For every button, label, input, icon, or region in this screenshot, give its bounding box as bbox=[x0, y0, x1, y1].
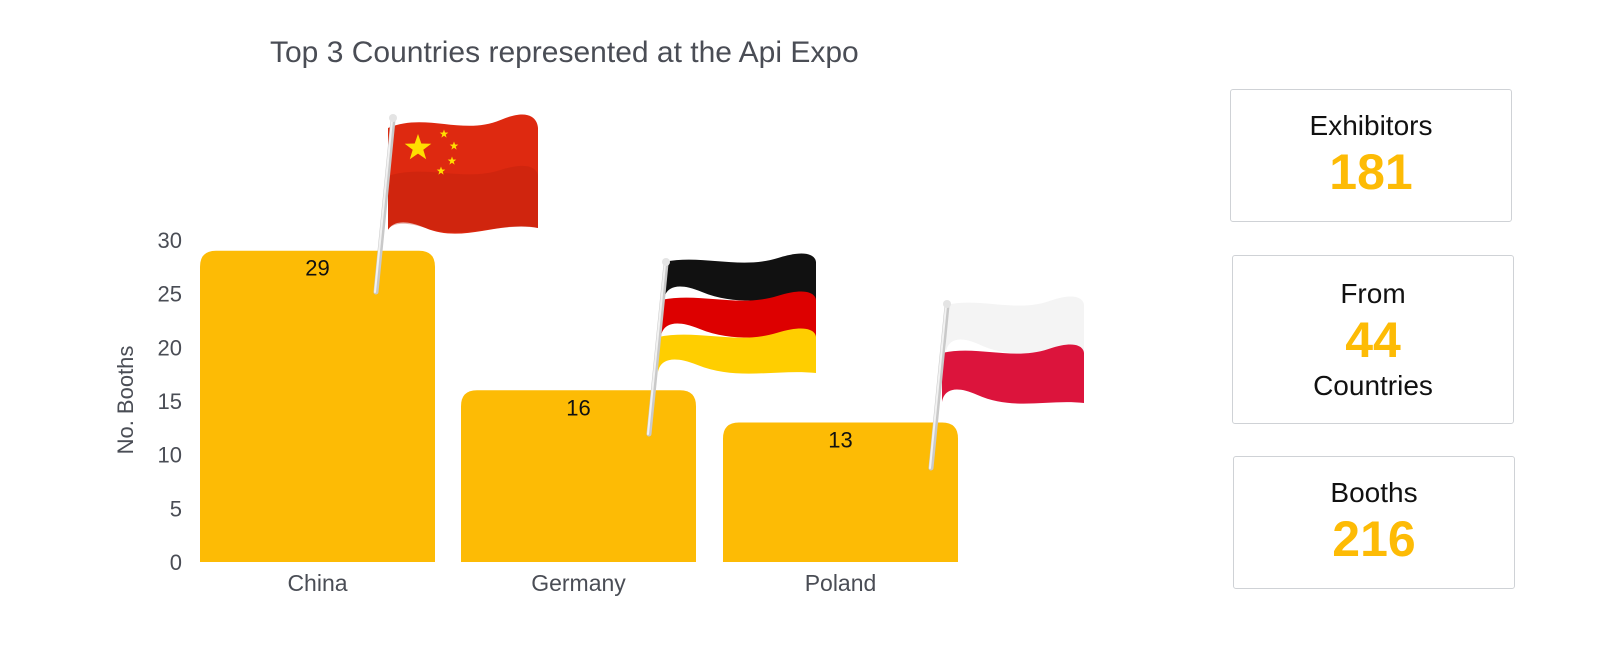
data-label-germany: 16 bbox=[566, 395, 590, 420]
y-tick-label: 25 bbox=[158, 282, 182, 307]
bar-germany bbox=[461, 390, 696, 562]
x-tick-label: China bbox=[287, 570, 347, 596]
booths-value: 216 bbox=[1332, 510, 1416, 567]
germany-flag-icon bbox=[646, 253, 816, 437]
bar-china bbox=[200, 250, 435, 562]
countries-label-top: From bbox=[1340, 277, 1406, 309]
x-tick-label: Poland bbox=[805, 570, 877, 596]
y-axis-ticks: 0 5 10 15 20 25 30 bbox=[158, 228, 182, 575]
y-axis-title: No. Booths bbox=[113, 346, 138, 455]
data-labels: 29 16 13 bbox=[305, 256, 852, 453]
y-tick-label: 30 bbox=[158, 228, 182, 253]
flags bbox=[373, 114, 1084, 471]
y-tick-label: 20 bbox=[158, 335, 182, 360]
y-tick-label: 15 bbox=[158, 389, 182, 414]
x-tick-label: Germany bbox=[531, 570, 626, 596]
countries-value: 44 bbox=[1345, 311, 1401, 368]
y-tick-label: 0 bbox=[170, 550, 182, 575]
booths-card: Booths 216 bbox=[1233, 456, 1515, 589]
exhibitors-label: Exhibitors bbox=[1309, 109, 1433, 141]
data-label-china: 29 bbox=[305, 256, 329, 281]
bars bbox=[200, 250, 958, 562]
chart-title: Top 3 Countries represented at the Api E… bbox=[270, 36, 859, 69]
x-axis-labels: China Germany Poland bbox=[287, 570, 876, 596]
china-flag-icon bbox=[373, 114, 538, 295]
data-label-poland: 13 bbox=[828, 427, 852, 452]
booths-label: Booths bbox=[1330, 476, 1418, 508]
exhibitors-card: Exhibitors 181 bbox=[1230, 89, 1512, 222]
bar-poland bbox=[723, 422, 958, 562]
countries-label-bottom: Countries bbox=[1313, 369, 1433, 401]
poland-flag-icon bbox=[928, 296, 1084, 471]
y-tick-label: 10 bbox=[158, 443, 182, 468]
exhibitors-value: 181 bbox=[1329, 143, 1413, 200]
countries-card: From 44 Countries bbox=[1232, 255, 1514, 424]
y-tick-label: 5 bbox=[170, 496, 182, 521]
